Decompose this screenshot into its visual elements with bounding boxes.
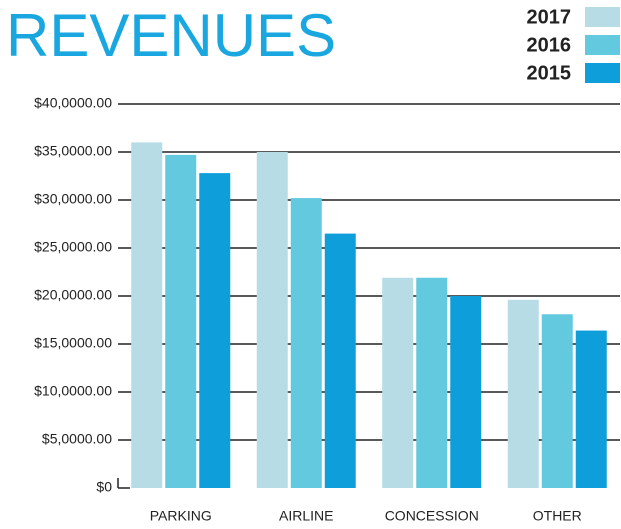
bar xyxy=(382,277,414,488)
y-tick-label: $30,0000.00 xyxy=(34,191,112,207)
x-tick-label: OTHER xyxy=(533,508,582,524)
bar xyxy=(416,277,448,488)
legend-swatch xyxy=(585,7,620,27)
bar xyxy=(324,233,356,488)
bar xyxy=(290,198,322,488)
x-tick-label: PARKING xyxy=(150,508,212,524)
bar xyxy=(450,296,482,488)
bar xyxy=(541,314,573,488)
chart-title: REVENUES xyxy=(6,2,336,69)
bar xyxy=(165,154,197,488)
y-tick-label: $5,0000.00 xyxy=(42,431,112,447)
y-tick-label: $0 xyxy=(96,479,112,495)
bar xyxy=(131,142,163,488)
x-tick-label: AIRLINE xyxy=(279,508,333,524)
legend-label: 2017 xyxy=(527,6,572,28)
y-tick-label: $25,0000.00 xyxy=(34,239,112,255)
legend-label: 2016 xyxy=(527,34,572,56)
y-tick-label: $15,0000.00 xyxy=(34,335,112,351)
bar xyxy=(256,152,288,488)
y-tick-label: $40,0000.00 xyxy=(34,95,112,111)
bar xyxy=(507,299,539,488)
bar xyxy=(575,330,607,488)
y-tick-label: $35,0000.00 xyxy=(34,143,112,159)
bar xyxy=(199,173,231,488)
legend-swatch xyxy=(585,35,620,55)
y-tick-label: $10,0000.00 xyxy=(34,383,112,399)
legend-swatch xyxy=(585,63,620,83)
legend-label: 2015 xyxy=(527,62,572,84)
y-tick-label: $20,0000.00 xyxy=(34,287,112,303)
x-tick-label: CONCESSION xyxy=(385,508,479,524)
